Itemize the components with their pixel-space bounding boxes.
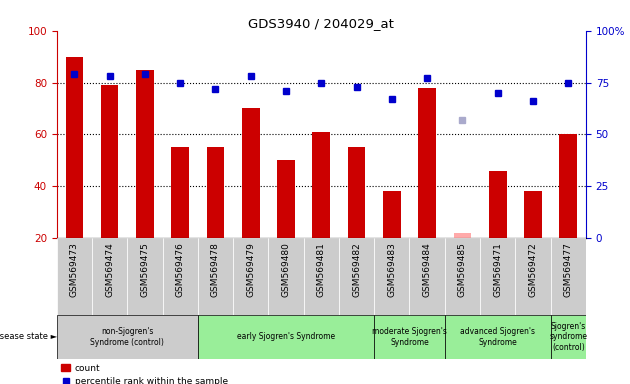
Text: GSM569485: GSM569485: [458, 242, 467, 297]
Bar: [418, 88, 436, 238]
Bar: [551, 315, 586, 359]
Title: GDS3940 / 204029_at: GDS3940 / 204029_at: [248, 17, 394, 30]
Bar: [136, 70, 154, 238]
Text: GSM569483: GSM569483: [387, 242, 396, 297]
Bar: [242, 108, 260, 238]
Bar: [489, 170, 507, 238]
Bar: [339, 238, 374, 315]
Text: moderate Sjogren's
Syndrome: moderate Sjogren's Syndrome: [372, 327, 447, 347]
Text: disease state ►: disease state ►: [0, 333, 57, 341]
Bar: [348, 147, 365, 238]
Bar: [559, 134, 577, 238]
Bar: [524, 191, 542, 238]
Bar: [198, 315, 374, 359]
Bar: [198, 238, 233, 315]
Bar: [233, 238, 268, 315]
Text: early Sjogren's Syndrome: early Sjogren's Syndrome: [237, 333, 335, 341]
Bar: [57, 238, 92, 315]
Text: advanced Sjogren's
Syndrome: advanced Sjogren's Syndrome: [460, 327, 536, 347]
Bar: [127, 238, 163, 315]
Text: non-Sjogren's
Syndrome (control): non-Sjogren's Syndrome (control): [90, 327, 164, 347]
Bar: [101, 85, 118, 238]
Bar: [374, 315, 445, 359]
Text: GSM569473: GSM569473: [70, 242, 79, 297]
Legend: count, percentile rank within the sample, value, Detection Call = ABSENT, rank, : count, percentile rank within the sample…: [61, 364, 228, 384]
Text: GSM569476: GSM569476: [176, 242, 185, 297]
Bar: [383, 191, 401, 238]
Bar: [480, 238, 515, 315]
Text: GSM569472: GSM569472: [529, 242, 537, 297]
Text: GSM569475: GSM569475: [140, 242, 149, 297]
Bar: [207, 147, 224, 238]
Bar: [66, 56, 83, 238]
Bar: [163, 238, 198, 315]
Bar: [268, 238, 304, 315]
Text: GSM569474: GSM569474: [105, 242, 114, 297]
Text: GSM569478: GSM569478: [211, 242, 220, 297]
Bar: [374, 238, 410, 315]
Bar: [445, 315, 551, 359]
Text: GSM569477: GSM569477: [564, 242, 573, 297]
Bar: [304, 238, 339, 315]
Text: GSM569471: GSM569471: [493, 242, 502, 297]
Text: GSM569482: GSM569482: [352, 242, 361, 297]
Bar: [312, 132, 330, 238]
Bar: [551, 238, 586, 315]
Text: GSM569481: GSM569481: [317, 242, 326, 297]
Bar: [277, 161, 295, 238]
Text: GSM569484: GSM569484: [423, 242, 432, 297]
Text: GSM569479: GSM569479: [246, 242, 255, 297]
Bar: [57, 315, 198, 359]
Bar: [410, 238, 445, 315]
Bar: [445, 238, 480, 315]
Bar: [454, 233, 471, 238]
Bar: [171, 147, 189, 238]
Text: Sjogren's
syndrome
(control): Sjogren's syndrome (control): [549, 322, 587, 352]
Text: GSM569480: GSM569480: [282, 242, 290, 297]
Bar: [92, 238, 127, 315]
Bar: [515, 238, 551, 315]
